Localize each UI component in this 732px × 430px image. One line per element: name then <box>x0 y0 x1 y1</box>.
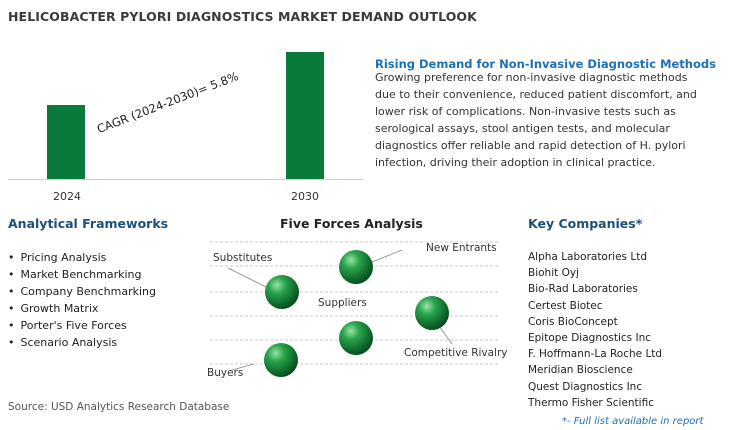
suppliers-ball <box>339 321 373 355</box>
full-list-note: *- Full list available in report <box>562 416 704 427</box>
bar-label-2024: 2024 <box>53 190 81 203</box>
label-suppliers: Suppliers <box>318 297 367 309</box>
list-item: F. Hoffmann-La Roche Ltd <box>528 348 663 361</box>
list-item: Meridian Bioscience <box>528 364 633 377</box>
new-entrants-ball <box>339 250 373 284</box>
rising-demand-title: Rising Demand for Non-Invasive Diagnosti… <box>375 57 720 71</box>
five-forces-diagram <box>210 241 500 377</box>
list-item: Company Benchmarking <box>8 283 157 300</box>
list-item: Pricing Analysis <box>8 249 156 266</box>
label-new-entrants: New Entrants <box>426 242 497 254</box>
label-competitive-rivalry: Competitive Rivalry <box>404 347 508 359</box>
list-item: Bio-Rad Laboratories <box>528 283 638 296</box>
analytical-frameworks-list: Pricing Analysis Market Benchmarking Com… <box>8 249 157 351</box>
bar-2024 <box>47 105 85 179</box>
list-item: Quest Diagnostics Inc <box>528 380 643 393</box>
source-note: Source: USD Analytics Research Database <box>8 401 230 413</box>
label-buyers: Buyers <box>207 367 244 379</box>
five-forces-title: Five Forces Analysis <box>280 216 423 231</box>
list-item: Thermo Fisher Scientific <box>528 396 654 409</box>
rivalry-ball <box>415 296 449 330</box>
bar-label-2030: 2030 <box>291 190 319 203</box>
key-companies-title: Key Companies* <box>528 216 643 231</box>
list-item: Alpha Laboratories Ltd <box>528 251 647 263</box>
list-item: Certest Biotec <box>528 299 603 312</box>
cagr-annotation: CAGR (2024-2030)= 5.8% <box>94 69 241 136</box>
analytical-frameworks-title: Analytical Frameworks <box>8 216 169 231</box>
bar-2030 <box>286 52 324 179</box>
x-axis-line <box>8 179 364 180</box>
list-item: Porter's Five Forces <box>8 317 156 334</box>
list-item: Market Benchmarking <box>8 266 156 283</box>
list-item: Scenario Analysis <box>8 334 156 351</box>
buyers-ball <box>264 343 298 377</box>
rising-demand-body: Growing preference for non-invasive diag… <box>375 71 697 169</box>
list-item: Epitope Diagnostics Inc <box>528 332 652 345</box>
substitutes-ball <box>265 275 299 309</box>
key-companies-list: Alpha Laboratories Ltd Biohit Oyj Bio-Ra… <box>528 249 662 411</box>
label-substitutes: Substitutes <box>213 252 273 264</box>
list-item: Growth Matrix <box>8 300 156 317</box>
page-title: HELICOBACTER PYLORI DIAGNOSTICS MARKET D… <box>8 9 477 24</box>
list-item: Coris BioConcept <box>528 315 618 328</box>
list-item: Biohit Oyj <box>528 267 579 280</box>
